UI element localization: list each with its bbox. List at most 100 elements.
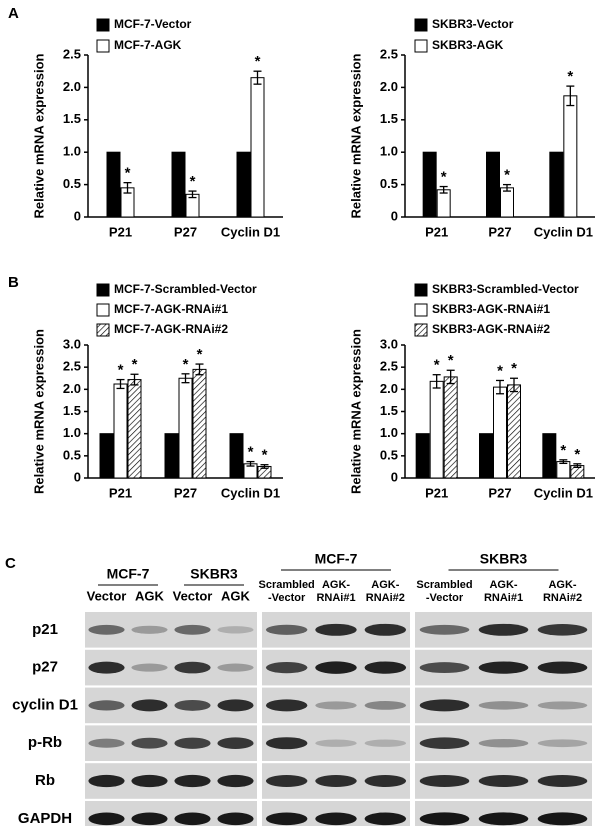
error-bar [566,85,575,107]
error-bar [246,460,255,467]
x-tick-label: P27 [488,485,511,500]
bar [443,376,458,479]
error-bar [123,182,132,194]
band [478,812,529,826]
legend-swatch [414,303,428,317]
band [419,737,470,749]
error-bar [181,373,190,384]
band [315,661,357,674]
blot-row-label: p27 [32,659,58,676]
bar [113,383,128,479]
band [419,699,470,712]
legend-label: SKBR3-Scrambled-Vector [432,282,579,296]
bar [500,187,514,218]
lane-label: AGK- [548,579,576,591]
band [364,661,407,674]
blot-row-label: cyclin D1 [12,696,78,713]
lane-label: Vector [87,588,127,603]
bar [236,151,251,218]
band [217,774,254,788]
y-tick-label: 3.0 [63,336,81,351]
legend-swatch [414,18,428,32]
y-tick-label: 3.0 [380,336,398,351]
significance-marker: * [441,169,447,186]
legend-label: MCF-7-Vector [114,17,192,31]
error-bar [432,374,441,389]
band [217,737,254,749]
band [315,739,357,747]
x-tick-label: P21 [109,224,132,239]
panel-label: C [5,555,16,572]
x-tick-label: P21 [425,485,448,500]
y-tick-label: 0.5 [63,447,81,462]
significance-marker: * [132,356,138,373]
legend-label: SKBR3-AGK [432,38,504,52]
blot-group-label: MCF-7 [107,566,150,582]
error-bar [496,379,504,395]
lane-label: RNAi#1 [316,592,355,604]
bar [422,151,437,218]
error-bar [130,373,139,386]
y-tick-label: 2.0 [380,79,398,94]
band [478,623,529,636]
band [315,701,357,710]
band [131,663,168,672]
band [88,624,125,635]
y-tick-label: 1.5 [380,403,398,418]
significance-marker: * [504,167,510,184]
x-tick-label: P21 [425,224,448,239]
legend-swatch [96,283,110,297]
legend-swatch [96,39,110,53]
bar [171,151,186,218]
y-axis-label: Relative mRNA expression [31,53,46,218]
significance-marker: * [255,53,261,70]
band [174,812,211,826]
significance-marker: * [434,357,440,374]
blot-row-label: p21 [32,621,58,638]
band [419,775,470,787]
lane-label: Vector [173,588,213,603]
band [174,774,211,788]
band [131,737,168,749]
legend-swatch [96,18,110,32]
error-bar [503,183,511,192]
error-bar [253,70,262,85]
significance-marker: * [567,68,573,85]
lane-label: Scrambled [259,579,315,591]
legend-label: SKBR3-AGK-RNAi#2 [432,322,550,336]
x-tick-label: Cyclin D1 [534,224,593,239]
y-tick-label: 0.5 [63,176,81,191]
band [364,739,407,747]
legend-swatch [96,303,110,317]
bar [436,189,451,218]
band [478,738,529,748]
band [265,737,308,750]
band [537,812,588,826]
significance-marker: * [197,346,203,363]
band [537,739,588,748]
error-bar [195,363,204,376]
significance-marker: * [560,442,566,459]
x-tick-label: P27 [488,224,511,239]
blot-group-label: SKBR3 [480,551,528,567]
significance-marker: * [183,356,189,373]
lane-label: RNAi#2 [543,592,582,604]
band [265,661,308,674]
band [131,812,168,826]
significance-marker: * [574,446,580,463]
band [131,625,168,634]
band [174,737,211,749]
error-bar [573,463,582,469]
significance-marker: * [448,352,454,369]
significance-marker: * [511,360,517,377]
bar [507,384,521,479]
lane-label: AGK [221,588,251,603]
x-tick-label: Cyclin D1 [221,224,280,239]
band [217,626,254,634]
y-tick-label: 0 [74,208,81,223]
significance-marker: * [248,444,254,461]
band [217,812,254,826]
bar [178,377,193,479]
panel-label: A [8,5,19,22]
y-tick-label: 0.5 [380,176,398,191]
